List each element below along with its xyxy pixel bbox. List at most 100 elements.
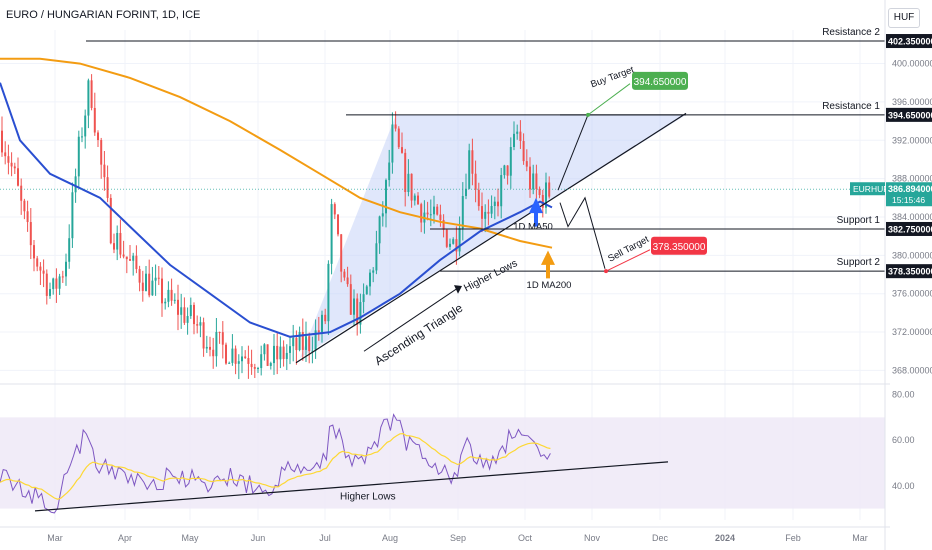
candle-body <box>189 304 192 317</box>
last-price-text: 386.894000 <box>888 184 932 194</box>
candle-body <box>4 152 7 157</box>
level-label: Support 1 <box>837 215 881 226</box>
symbol-tag-text: EURHUF <box>853 184 888 194</box>
candle-body <box>247 358 250 364</box>
x-tick-label: Aug <box>382 533 398 543</box>
candle-body <box>439 214 442 221</box>
candle-body <box>212 349 215 357</box>
y-tick-label: 388.000000 <box>892 174 932 184</box>
currency-button[interactable]: HUF <box>888 8 920 28</box>
candle-body <box>353 298 355 315</box>
level-label: Resistance 2 <box>822 27 880 38</box>
candle-body <box>340 234 343 272</box>
buy-target-value: 394.650000 <box>634 77 687 88</box>
candle-body <box>359 302 362 325</box>
candle-body <box>308 336 311 352</box>
candle-body <box>65 261 67 277</box>
candle-body <box>266 344 269 366</box>
x-tick-label: Jun <box>251 533 266 543</box>
candle-body <box>103 164 106 178</box>
candle-body <box>445 229 448 247</box>
candle-body <box>106 177 109 198</box>
candle-body <box>455 239 458 252</box>
candle-body <box>151 280 154 296</box>
candle-body <box>413 195 416 201</box>
x-tick-label: Feb <box>785 533 801 543</box>
x-tick-label: May <box>181 533 199 543</box>
rsi-band <box>0 417 885 509</box>
candle-body <box>26 211 29 223</box>
sell-target-box <box>651 236 707 255</box>
candle-body <box>477 189 480 207</box>
candle-body <box>237 361 240 364</box>
candle-body <box>157 277 160 279</box>
candle-body <box>231 348 234 363</box>
candle-body <box>244 356 247 359</box>
candle-body <box>292 337 295 347</box>
candle-body <box>129 259 131 261</box>
x-tick-label: Jul <box>319 533 331 543</box>
candle-body <box>500 175 503 207</box>
annotation-arrowhead <box>454 285 462 294</box>
level-label: Resistance 1 <box>822 101 880 112</box>
candle-body <box>276 345 279 360</box>
rsi-tick-label: 40.00 <box>892 481 915 491</box>
candle-body <box>452 239 455 244</box>
candle-body <box>90 80 93 108</box>
candle-body <box>362 294 365 303</box>
ma200-line <box>0 57 553 249</box>
candle-body <box>509 147 512 176</box>
candle-body <box>535 173 538 189</box>
candle-body <box>324 314 327 322</box>
candle-body <box>433 206 435 215</box>
candle-body <box>330 204 333 264</box>
rsi-line <box>0 413 551 514</box>
candle-body <box>10 162 13 167</box>
candle-body <box>113 243 115 250</box>
y-tick-label: 400.000000 <box>892 59 932 69</box>
candle-body <box>257 368 259 370</box>
candle-body <box>260 354 263 369</box>
candle-body <box>183 307 186 323</box>
level-price-text: 382.750000 <box>888 224 932 234</box>
candle-body <box>285 352 288 359</box>
candle-body <box>49 289 51 296</box>
candle-body <box>410 173 413 201</box>
candle-body <box>449 243 451 247</box>
candle-body <box>333 204 336 215</box>
candle-body <box>538 188 541 195</box>
candle-body <box>356 298 359 325</box>
candle-body <box>404 152 407 192</box>
candle-body <box>141 282 144 291</box>
candle-body <box>138 269 141 283</box>
x-tick-label: Sep <box>450 533 466 543</box>
candle-body <box>125 256 128 260</box>
candle-body <box>225 344 227 364</box>
rsi-tick-label: 80.00 <box>892 390 915 400</box>
y-tick-label: 384.000000 <box>892 212 932 222</box>
candle-body <box>541 194 544 208</box>
candle-body <box>436 206 439 215</box>
candle-body <box>58 276 61 289</box>
x-tick-label: Mar <box>47 533 63 543</box>
candle-body <box>426 212 429 215</box>
x-tick-label: Dec <box>652 533 669 543</box>
candle-body <box>170 289 173 301</box>
candle-body <box>493 201 496 207</box>
candle-body <box>343 271 346 278</box>
rsi-ma-line <box>0 432 551 500</box>
candles <box>1 74 551 380</box>
candle-body <box>349 284 352 315</box>
candle-body <box>388 162 391 181</box>
sell-target-connector <box>605 249 651 272</box>
candle-body <box>397 128 400 148</box>
y-tick-label: 380.000000 <box>892 250 932 260</box>
candle-body <box>317 330 320 333</box>
candle-body <box>52 278 55 290</box>
candle-body <box>481 206 483 219</box>
candle-body <box>29 222 32 246</box>
candle-body <box>503 165 506 176</box>
candle-body <box>55 278 58 289</box>
